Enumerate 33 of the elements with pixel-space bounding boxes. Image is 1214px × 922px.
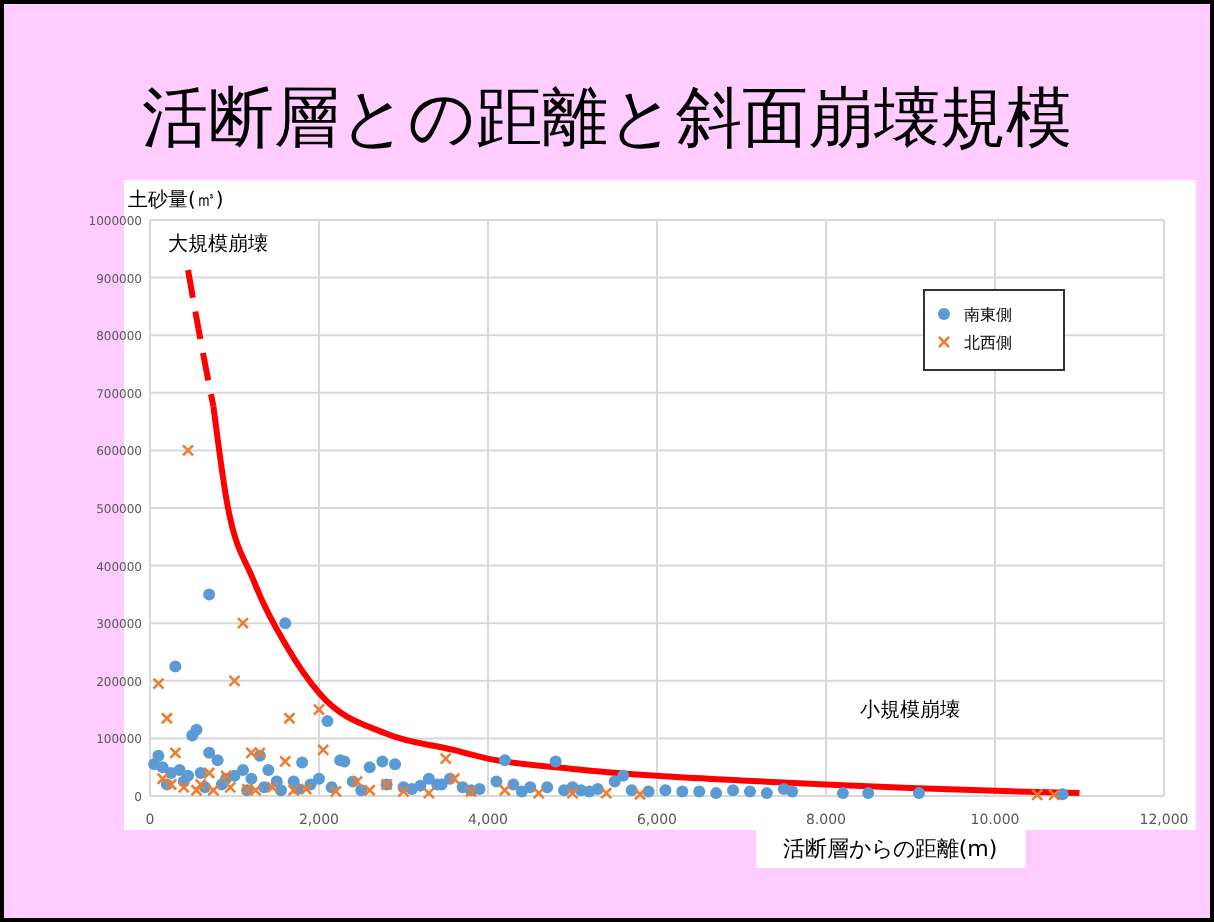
point xyxy=(202,766,216,780)
point xyxy=(283,711,296,725)
point xyxy=(181,444,195,457)
legend-label: 北西側 xyxy=(964,334,1012,352)
point xyxy=(600,786,613,800)
point xyxy=(316,743,330,757)
point xyxy=(236,616,250,630)
point xyxy=(422,786,436,800)
point xyxy=(498,783,512,797)
point xyxy=(169,746,182,760)
point xyxy=(350,775,364,788)
point xyxy=(532,786,545,800)
point xyxy=(152,677,165,690)
y-axis-title: 土砂量(㎥) xyxy=(128,188,224,212)
point xyxy=(266,781,279,794)
point xyxy=(312,703,326,716)
point xyxy=(160,711,174,725)
point xyxy=(447,772,461,786)
point xyxy=(223,781,237,794)
point xyxy=(329,785,343,798)
point xyxy=(278,755,292,768)
point xyxy=(363,783,376,797)
x-axis-title: 活断層からの距離(m) xyxy=(782,836,998,862)
point xyxy=(1030,788,1044,802)
point xyxy=(1047,788,1061,802)
point xyxy=(228,674,241,688)
point xyxy=(566,786,579,800)
annotation: 小規模崩壊 xyxy=(860,698,960,722)
annotation: 大規模崩壊 xyxy=(168,232,268,256)
legend-label: 南東側 xyxy=(964,306,1012,324)
point xyxy=(439,752,453,765)
point xyxy=(633,787,647,801)
chart-title: 活断層との距離と斜面崩壊規模 xyxy=(142,78,1072,156)
